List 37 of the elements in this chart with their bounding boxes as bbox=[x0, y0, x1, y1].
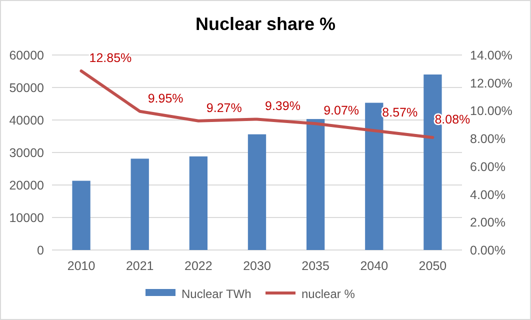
legend-label: Nuclear TWh bbox=[182, 287, 252, 301]
y2-tick-label: 8.00% bbox=[470, 132, 506, 146]
y2-tick-label: 2.00% bbox=[470, 216, 506, 230]
line-series bbox=[80, 70, 434, 139]
y-tick-label: 30000 bbox=[9, 146, 44, 160]
y2-tick-label: 10.00% bbox=[470, 104, 512, 118]
y-tick-label: 10000 bbox=[9, 211, 44, 225]
x-tick-label: 2022 bbox=[184, 259, 212, 273]
x-tick-label: 2030 bbox=[243, 259, 271, 273]
x-tick-label: 2010 bbox=[67, 259, 96, 273]
data-label: 12.85% bbox=[89, 51, 132, 66]
bar bbox=[130, 158, 149, 250]
bar bbox=[365, 102, 384, 250]
bar bbox=[248, 134, 266, 250]
data-label: 9.27% bbox=[206, 100, 242, 115]
y2-tick-label: 6.00% bbox=[470, 160, 506, 174]
y2-tick-label: 0.00% bbox=[470, 244, 506, 258]
y-tick-label: 50000 bbox=[9, 81, 44, 95]
y2-tick-label: 12.00% bbox=[470, 76, 512, 90]
y-tick-label: 40000 bbox=[9, 114, 44, 128]
chart-title: Nuclear share % bbox=[195, 14, 336, 34]
data-label: 9.95% bbox=[148, 91, 184, 106]
bar bbox=[189, 156, 208, 250]
data-label: 9.39% bbox=[265, 99, 300, 114]
x-tick-label: 2035 bbox=[302, 259, 330, 273]
bar bbox=[306, 119, 325, 250]
data-label: 9.07% bbox=[324, 104, 360, 118]
y2-tick-label: 4.00% bbox=[470, 188, 506, 202]
legend-label: nuclear % bbox=[302, 287, 356, 301]
y-tick-label: 60000 bbox=[9, 48, 44, 62]
y-tick-label: 0 bbox=[37, 244, 44, 258]
x-tick-label: 2050 bbox=[418, 259, 447, 273]
y-tick-label: 20000 bbox=[9, 178, 44, 192]
x-tick-label: 2021 bbox=[126, 259, 154, 273]
x-tick-label: 2040 bbox=[360, 259, 388, 273]
bar bbox=[72, 180, 90, 250]
y2-tick-label: 14.00% bbox=[470, 48, 512, 62]
